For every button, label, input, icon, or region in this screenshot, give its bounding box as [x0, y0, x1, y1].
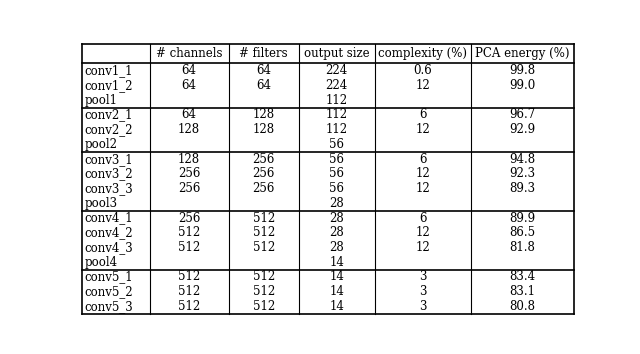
- Text: pool2: pool2: [84, 138, 118, 151]
- Text: pool3: pool3: [84, 197, 118, 210]
- Text: 12: 12: [415, 182, 430, 195]
- Text: 3: 3: [419, 300, 427, 313]
- Text: 128: 128: [178, 123, 200, 136]
- Text: 512: 512: [178, 300, 200, 313]
- Text: 512: 512: [253, 300, 275, 313]
- Text: 512: 512: [253, 285, 275, 298]
- Text: 256: 256: [178, 182, 200, 195]
- Text: conv3_3: conv3_3: [84, 182, 133, 195]
- Text: 128: 128: [178, 153, 200, 166]
- Text: conv1_2: conv1_2: [84, 79, 133, 92]
- Text: 128: 128: [253, 123, 275, 136]
- Text: # filters: # filters: [239, 47, 288, 60]
- Text: 128: 128: [253, 108, 275, 121]
- Text: PCA energy (%): PCA energy (%): [475, 47, 570, 60]
- Text: 512: 512: [253, 226, 275, 239]
- Text: 512: 512: [178, 241, 200, 254]
- Text: 83.4: 83.4: [509, 270, 536, 284]
- Text: 86.5: 86.5: [509, 226, 536, 239]
- Text: 14: 14: [330, 285, 344, 298]
- Text: 14: 14: [330, 256, 344, 269]
- Text: pool1: pool1: [84, 94, 118, 107]
- Text: # channels: # channels: [156, 47, 223, 60]
- Text: conv2_2: conv2_2: [84, 123, 133, 136]
- Text: 6: 6: [419, 212, 427, 224]
- Text: 64: 64: [182, 108, 196, 121]
- Text: 28: 28: [330, 226, 344, 239]
- Text: 512: 512: [178, 270, 200, 284]
- Text: 81.8: 81.8: [509, 241, 535, 254]
- Text: 512: 512: [253, 241, 275, 254]
- Text: 224: 224: [326, 79, 348, 92]
- Text: 94.8: 94.8: [509, 153, 536, 166]
- Text: pool4: pool4: [84, 256, 118, 269]
- Text: 83.1: 83.1: [509, 285, 536, 298]
- Text: conv4_2: conv4_2: [84, 226, 133, 239]
- Text: conv5_3: conv5_3: [84, 300, 133, 313]
- Text: 512: 512: [253, 212, 275, 224]
- Text: 64: 64: [256, 64, 271, 77]
- Text: 28: 28: [330, 241, 344, 254]
- Text: 92.3: 92.3: [509, 167, 536, 181]
- Text: 6: 6: [419, 153, 427, 166]
- Text: 0.6: 0.6: [413, 64, 433, 77]
- Text: 56: 56: [329, 167, 344, 181]
- Text: 56: 56: [329, 153, 344, 166]
- Text: 64: 64: [182, 64, 196, 77]
- Text: 112: 112: [326, 123, 348, 136]
- Text: 256: 256: [253, 182, 275, 195]
- Text: 56: 56: [329, 138, 344, 151]
- Text: 64: 64: [182, 79, 196, 92]
- Text: conv4_3: conv4_3: [84, 241, 133, 254]
- Text: 12: 12: [415, 79, 430, 92]
- Text: 89.3: 89.3: [509, 182, 536, 195]
- Text: 28: 28: [330, 212, 344, 224]
- Text: 96.7: 96.7: [509, 108, 536, 121]
- Text: 12: 12: [415, 167, 430, 181]
- Text: 14: 14: [330, 270, 344, 284]
- Text: 512: 512: [178, 226, 200, 239]
- Text: conv1_1: conv1_1: [84, 64, 133, 77]
- Text: 12: 12: [415, 241, 430, 254]
- Text: 512: 512: [178, 285, 200, 298]
- Text: 12: 12: [415, 226, 430, 239]
- Text: 256: 256: [178, 212, 200, 224]
- Text: 56: 56: [329, 182, 344, 195]
- Text: conv2_1: conv2_1: [84, 108, 133, 121]
- Text: 224: 224: [326, 64, 348, 77]
- Text: 256: 256: [253, 167, 275, 181]
- Text: 6: 6: [419, 108, 427, 121]
- Text: 28: 28: [330, 197, 344, 210]
- Text: 80.8: 80.8: [509, 300, 536, 313]
- Text: conv3_1: conv3_1: [84, 153, 133, 166]
- Text: 89.9: 89.9: [509, 212, 536, 224]
- Text: conv5_1: conv5_1: [84, 270, 133, 284]
- Text: 512: 512: [253, 270, 275, 284]
- Text: output size: output size: [304, 47, 369, 60]
- Text: 3: 3: [419, 285, 427, 298]
- Text: 14: 14: [330, 300, 344, 313]
- Text: 64: 64: [256, 79, 271, 92]
- Text: 99.0: 99.0: [509, 79, 536, 92]
- Text: 256: 256: [253, 153, 275, 166]
- Text: 99.8: 99.8: [509, 64, 536, 77]
- Text: 92.9: 92.9: [509, 123, 536, 136]
- Text: complexity (%): complexity (%): [378, 47, 467, 60]
- Text: 112: 112: [326, 108, 348, 121]
- Text: conv4_1: conv4_1: [84, 212, 133, 224]
- Text: conv5_2: conv5_2: [84, 285, 133, 298]
- Text: 12: 12: [415, 123, 430, 136]
- Text: 256: 256: [178, 167, 200, 181]
- Text: conv3_2: conv3_2: [84, 167, 133, 181]
- Text: 112: 112: [326, 94, 348, 107]
- Text: 3: 3: [419, 270, 427, 284]
